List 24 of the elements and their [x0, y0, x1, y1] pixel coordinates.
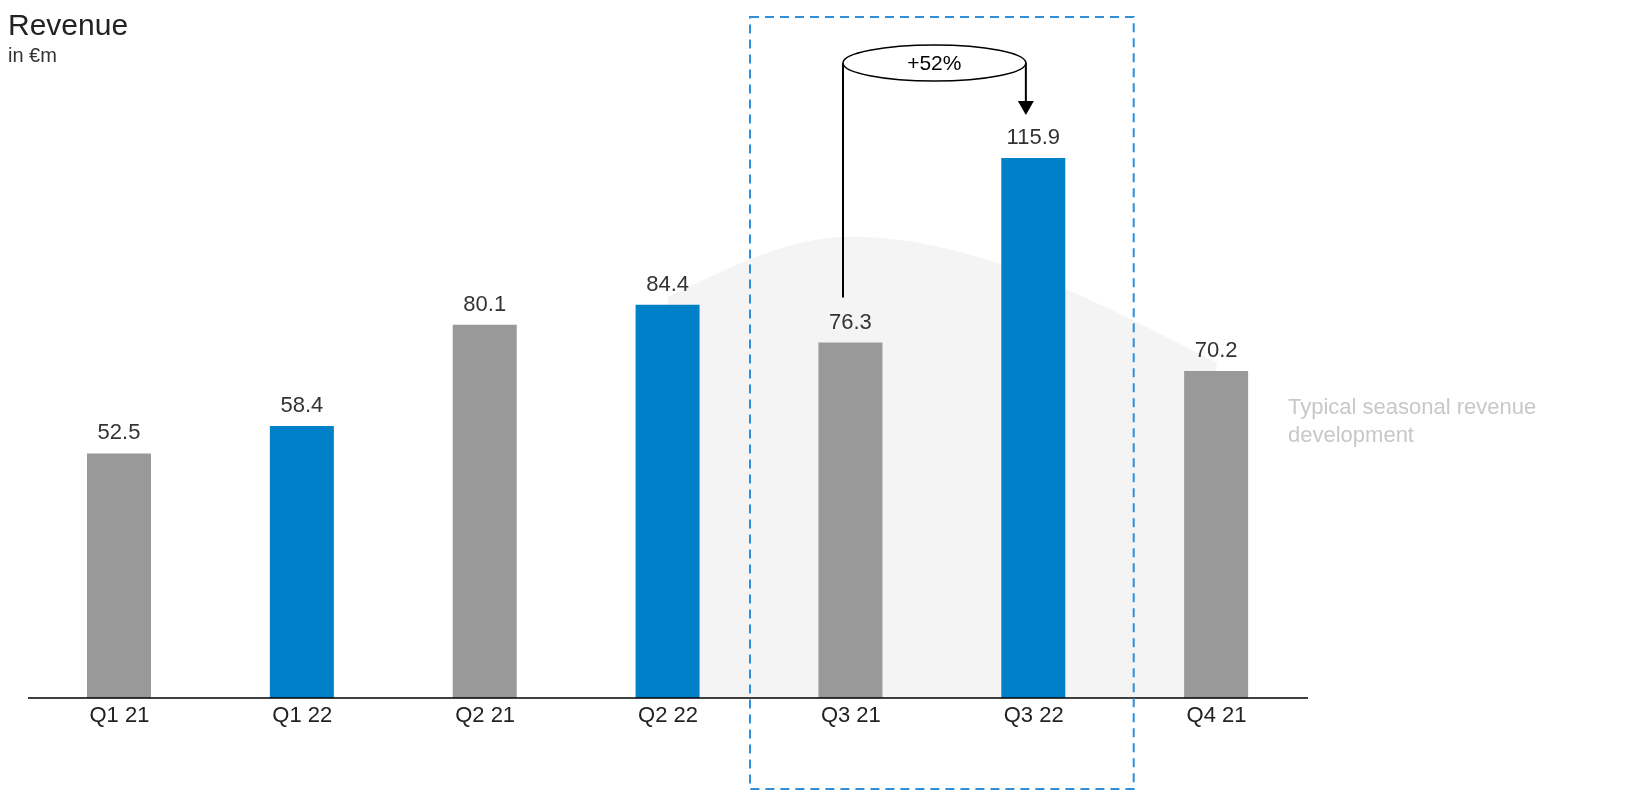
data-label: 84.4 [646, 270, 689, 296]
data-label: 80.1 [463, 290, 507, 316]
bar [1184, 370, 1249, 698]
x-tick-label: Q2 21 [455, 701, 516, 727]
bar [452, 324, 517, 698]
data-label: 58.4 [280, 391, 324, 417]
text: +52% [906, 51, 963, 75]
data-label: 76.3 [829, 308, 872, 334]
x-tick-label: Q3 21 [820, 701, 881, 727]
data-label: 70.2 [1194, 336, 1238, 362]
bar [1001, 158, 1066, 698]
bar [635, 304, 700, 698]
x-tick-label: Q1 21 [89, 701, 150, 727]
chart-subtitle: in €m [8, 44, 57, 67]
x-tick-label: Q4 21 [1186, 701, 1247, 727]
x-tick-label: Q2 22 [638, 701, 698, 727]
bar [87, 453, 151, 698]
data-label: 52.5 [97, 419, 141, 445]
x-tick-label: Q3 22 [1003, 701, 1064, 727]
chart-title: Revenue [8, 8, 129, 42]
bar [818, 342, 883, 698]
data-label: 115.9 [1006, 124, 1060, 149]
x-tick-label: Q1 22 [272, 701, 333, 727]
bar [269, 425, 334, 698]
